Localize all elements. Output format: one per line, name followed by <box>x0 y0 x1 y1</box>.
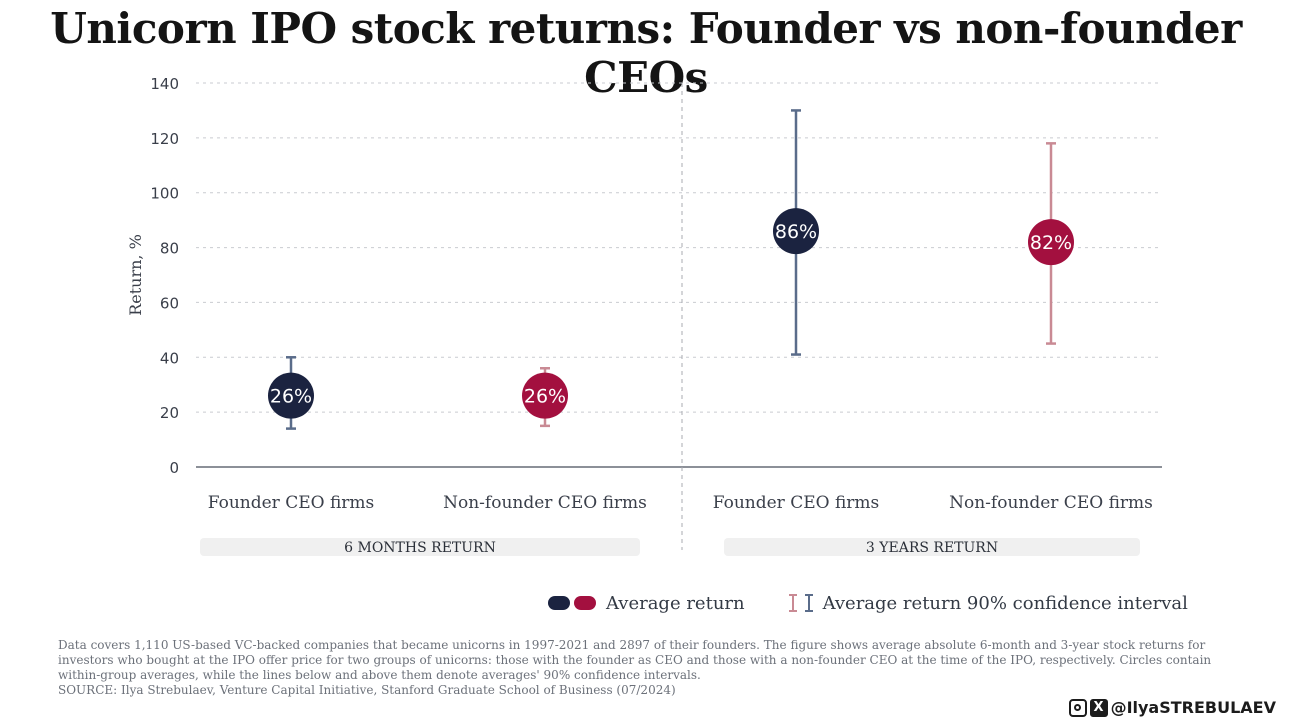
legend-non-founder-swatch <box>574 596 596 610</box>
average-dot <box>773 208 819 255</box>
average-dot <box>522 372 568 419</box>
x-twitter-icon[interactable]: X <box>1089 698 1108 717</box>
y-axis-label: Return, % <box>126 234 145 316</box>
y-tick-label: 120 <box>150 130 179 148</box>
category-label: Founder CEO firms <box>713 493 880 513</box>
category-label: Non-founder CEO firms <box>949 493 1153 513</box>
y-tick-label: 60 <box>160 294 179 312</box>
average-dot <box>268 372 314 419</box>
chart-title: Unicorn IPO stock returns: Founder vs no… <box>50 4 1242 102</box>
footnote-source: SOURCE: Ilya Strebulaev, Venture Capital… <box>58 683 676 697</box>
instagram-icon[interactable] <box>1068 698 1087 717</box>
y-tick-label: 100 <box>150 185 179 203</box>
y-tick-label: 140 <box>150 75 179 93</box>
group-label: 6 MONTHS RETURN <box>344 540 496 556</box>
data-label: 26% <box>270 386 312 408</box>
group-band <box>200 538 640 556</box>
legend: Average return Average return 90% confid… <box>548 590 1188 616</box>
handle-text[interactable]: @IlyaSTREBULAEV <box>1110 698 1276 717</box>
legend-average-label: Average return <box>606 592 745 614</box>
category-label: Founder CEO firms <box>208 493 375 513</box>
average-dot <box>1028 219 1074 266</box>
legend-ci-icon <box>788 594 813 612</box>
data-label: 86% <box>775 221 817 243</box>
group-label: 3 YEARS RETURN <box>866 540 998 556</box>
category-label: Non-founder CEO firms <box>443 493 647 513</box>
footnote: Data covers 1,110 US-based VC-backed com… <box>58 638 1228 698</box>
y-tick-label: 20 <box>160 404 179 422</box>
social-handle[interactable]: X @IlyaSTREBULAEV <box>1068 698 1276 717</box>
y-tick-label: 40 <box>160 349 179 367</box>
legend-ci-label: Average return 90% confidence interval <box>822 592 1188 614</box>
y-tick-label: 0 <box>169 459 179 477</box>
data-label: 26% <box>524 386 566 408</box>
data-label: 82% <box>1030 232 1072 254</box>
legend-founder-swatch <box>548 596 570 610</box>
y-tick-label: 80 <box>160 240 179 258</box>
footnote-text: Data covers 1,110 US-based VC-backed com… <box>58 638 1212 682</box>
group-band <box>724 538 1140 556</box>
